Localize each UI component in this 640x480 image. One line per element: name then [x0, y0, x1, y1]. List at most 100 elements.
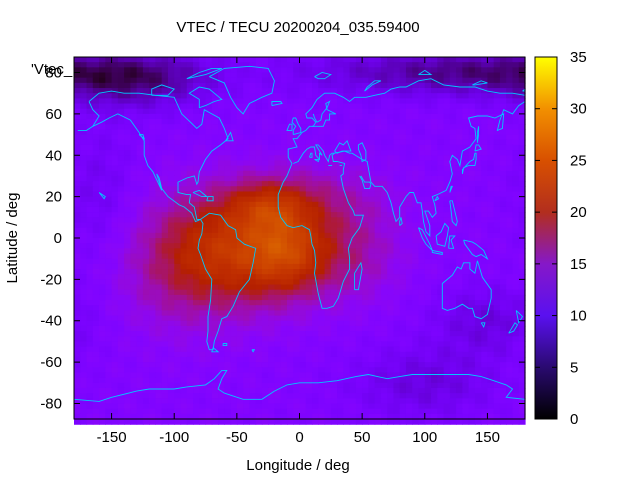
heatmap-cell — [312, 82, 319, 89]
heatmap-cell — [274, 294, 282, 301]
heatmap-cell — [355, 88, 363, 94]
heatmap-cell — [99, 227, 106, 234]
heatmap-cell — [393, 175, 401, 182]
heatmap-cell — [280, 165, 288, 172]
heatmap-cell — [431, 346, 438, 353]
heatmap-cell — [236, 387, 244, 394]
heatmap-cell — [387, 279, 395, 286]
heatmap-cell — [199, 305, 207, 311]
heatmap-cell — [224, 139, 232, 146]
heatmap-cell — [92, 232, 100, 239]
heatmap-cell — [481, 243, 489, 249]
heatmap-cell — [224, 108, 232, 115]
heatmap-cell — [474, 175, 482, 182]
heatmap-cell — [399, 263, 407, 270]
heatmap-cell — [249, 186, 257, 193]
heatmap-cell — [255, 341, 263, 348]
heatmap-cell — [261, 377, 269, 384]
heatmap-cell — [405, 165, 413, 172]
heatmap-cell — [136, 393, 144, 399]
heatmap-cell — [130, 336, 138, 343]
heatmap-cell — [499, 227, 507, 234]
heatmap-cell — [412, 263, 420, 270]
heatmap-cell — [286, 119, 294, 125]
heatmap-cell — [362, 377, 369, 384]
heatmap-cell — [211, 269, 219, 275]
heatmap-cell — [268, 362, 276, 368]
heatmap-cell — [117, 206, 125, 213]
heatmap-cell — [111, 160, 119, 167]
heatmap-cell — [330, 191, 338, 198]
heatmap-cell — [324, 398, 332, 405]
heatmap-cell — [99, 93, 106, 99]
heatmap-cell — [431, 186, 438, 193]
heatmap-cell — [243, 160, 250, 167]
heatmap-cell — [343, 150, 351, 156]
heatmap-cell — [99, 186, 106, 193]
heatmap-cell — [74, 346, 81, 353]
heatmap-cell — [412, 387, 420, 394]
heatmap-cell — [199, 186, 207, 193]
heatmap-cell — [318, 88, 326, 94]
heatmap-cell — [142, 263, 150, 270]
heatmap-cell — [193, 129, 200, 136]
heatmap-cell — [92, 212, 100, 218]
heatmap-cell — [412, 310, 420, 317]
heatmap-cell — [487, 88, 495, 94]
heatmap-cell — [124, 367, 131, 374]
heatmap-cell — [374, 325, 382, 332]
heatmap-cell — [293, 124, 301, 130]
heatmap-cell — [286, 325, 294, 332]
heatmap-cell — [243, 382, 250, 389]
heatmap-cell — [512, 72, 520, 79]
heatmap-cell — [412, 67, 420, 74]
heatmap-cell — [487, 103, 495, 110]
heatmap-cell — [92, 77, 100, 84]
heatmap-cell — [487, 253, 495, 260]
heatmap-cell — [255, 253, 263, 260]
heatmap-cell — [280, 222, 288, 229]
heatmap-cell — [218, 222, 225, 229]
heatmap-cell — [155, 222, 163, 229]
heatmap-cell — [86, 181, 94, 187]
heatmap-cell — [468, 387, 476, 394]
heatmap-cell — [149, 170, 157, 177]
heatmap-cell — [268, 346, 276, 353]
heatmap-cell — [456, 165, 463, 172]
heatmap-cell — [174, 253, 182, 260]
heatmap-cell — [236, 372, 244, 379]
heatmap-cell — [487, 196, 495, 203]
heatmap-cell — [155, 227, 163, 234]
heatmap-cell — [268, 325, 276, 332]
heatmap-cell — [493, 305, 501, 311]
heatmap-cell — [424, 155, 432, 162]
heatmap-cell — [512, 124, 520, 130]
heatmap-cell — [324, 408, 332, 415]
heatmap-cell — [431, 284, 438, 291]
heatmap-cell — [493, 362, 501, 368]
heatmap-cell — [105, 103, 113, 110]
heatmap-cell — [499, 191, 507, 198]
heatmap-cell — [437, 269, 445, 275]
heatmap-cell — [362, 320, 369, 327]
heatmap-cell — [86, 372, 94, 379]
heatmap-cell — [117, 108, 125, 115]
heatmap-cell — [312, 77, 319, 84]
heatmap-cell — [99, 331, 106, 337]
heatmap-cell — [230, 413, 238, 420]
heatmap-cell — [243, 346, 250, 353]
heatmap-cell — [481, 336, 489, 343]
heatmap-cell — [180, 144, 188, 151]
heatmap-cell — [86, 413, 94, 420]
heatmap-cell — [312, 367, 319, 374]
heatmap-cell — [286, 284, 294, 291]
heatmap-cell — [105, 320, 113, 327]
heatmap-cell — [92, 57, 100, 63]
heatmap-cell — [111, 315, 119, 322]
heatmap-cell — [449, 77, 457, 84]
heatmap-cell — [493, 165, 501, 172]
heatmap-cell — [324, 403, 332, 410]
heatmap-cell — [299, 232, 307, 239]
heatmap-cell — [167, 274, 175, 280]
heatmap-cell — [236, 103, 244, 110]
